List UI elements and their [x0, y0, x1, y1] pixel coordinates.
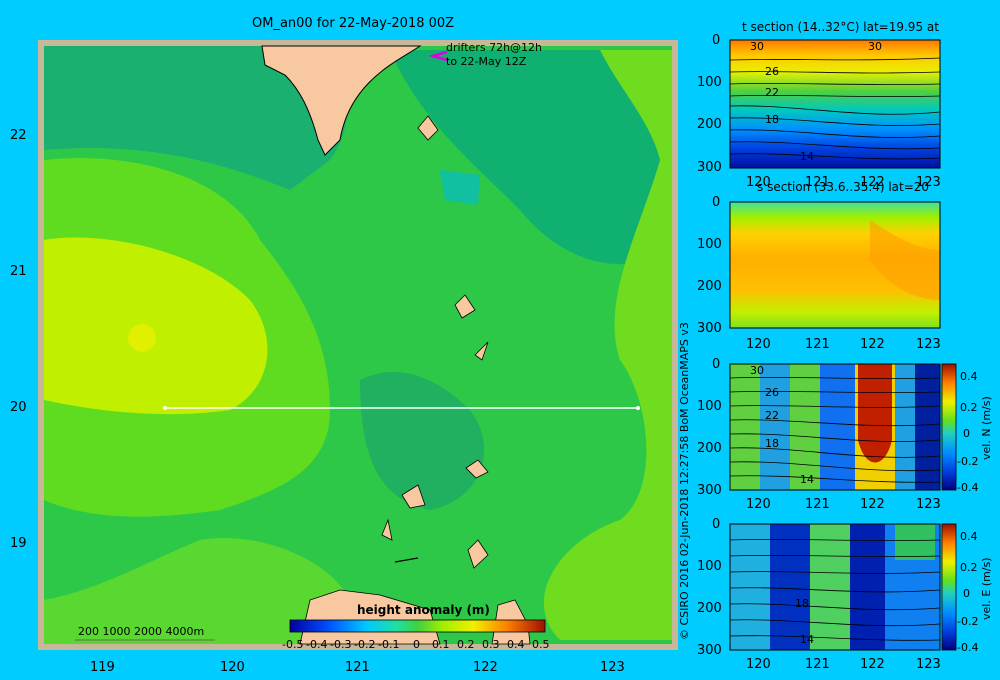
section-lon-tick: 120: [746, 175, 771, 190]
depth-tick: 200: [697, 117, 722, 132]
vel-tick: 0.2: [960, 401, 978, 414]
colorbar-tick: 0.1: [432, 638, 450, 651]
lat-tick: 20: [10, 400, 27, 415]
vel-e-label: vel. E (m/s): [980, 557, 993, 620]
section-lon-tick: 123: [916, 657, 941, 672]
depth-tick: 0: [712, 357, 721, 372]
depth-tick: 0: [712, 195, 721, 210]
map-title: OM_an00 for 22-May-2018 00Z: [252, 16, 455, 31]
t-contour-label: 30: [750, 40, 764, 53]
colorbar-tick: 0: [413, 638, 420, 651]
t-contour-label: 18: [765, 113, 779, 126]
colorbar-tick: -0.4: [306, 638, 328, 651]
depth-tick: 100: [697, 237, 722, 252]
section-lon-tick: 120: [746, 497, 771, 512]
section-start-marker: [163, 406, 167, 410]
section-lon-tick: 121: [805, 497, 830, 512]
vel-tick: -0.4: [957, 481, 979, 494]
depth-tick: 300: [697, 160, 722, 175]
depth-tick: 100: [697, 559, 722, 574]
section-lon-tick: 121: [805, 657, 830, 672]
section-lon-tick: 123: [916, 337, 941, 352]
colorbar: [289, 619, 546, 633]
lon-tick: 123: [600, 660, 625, 675]
lon-tick: 122: [473, 660, 498, 675]
t-section-panel: [729, 39, 941, 169]
vn-section-panel: [729, 363, 957, 491]
vn-contour-label: 30: [750, 364, 764, 377]
lon-tick: 120: [220, 660, 245, 675]
ve-contour-label: 14: [800, 633, 814, 646]
s-section-title: s section (33.6..35.4) lat=20: [757, 180, 930, 194]
section-lon-tick: 123: [916, 175, 941, 190]
lon-tick: 121: [345, 660, 370, 675]
t-contour-label: 30: [868, 40, 882, 53]
colorbar-tick: -0.1: [378, 638, 400, 651]
depth-tick: 100: [697, 75, 722, 90]
depth-tick: 300: [697, 643, 722, 658]
vel-tick: 0.2: [960, 561, 978, 574]
depth-tick: 0: [712, 33, 721, 48]
colorbar-tick: 0.3: [482, 638, 500, 651]
map-field: [44, 45, 672, 645]
section-lon-tick: 121: [805, 175, 830, 190]
section-lon-tick: 121: [805, 337, 830, 352]
ve-section-panel: [729, 523, 957, 651]
vel-tick: 0: [963, 587, 970, 600]
depth-tick: 200: [697, 441, 722, 456]
lon-tick: 119: [90, 660, 115, 675]
section-end-marker: [636, 406, 640, 410]
colorbar-tick: 0.4: [507, 638, 525, 651]
vel-tick: -0.2: [957, 615, 979, 628]
colorbar-tick: 0.2: [457, 638, 475, 651]
section-lon-tick: 122: [860, 337, 885, 352]
section-lon-tick: 122: [860, 657, 885, 672]
section-lon-tick: 120: [746, 657, 771, 672]
colorbar-tick: 0.5: [532, 638, 550, 651]
vn-contour-label: 26: [765, 386, 779, 399]
vel-tick: 0: [963, 427, 970, 440]
section-lon-tick: 122: [860, 175, 885, 190]
t-contour-label: 14: [800, 150, 814, 163]
vn-contour-label: 18: [765, 437, 779, 450]
lat-tick: 21: [10, 264, 27, 279]
drifters-label-1: drifters 72h@12h: [446, 41, 543, 54]
vel-n-label: vel. N (m/s): [980, 396, 993, 460]
section-lon-tick: 122: [860, 497, 885, 512]
t-contour-label: 26: [765, 65, 779, 78]
drifter-arrow-icon: [428, 50, 448, 62]
vn-contour-label: 22: [765, 409, 779, 422]
vel-tick: 0.4: [960, 370, 978, 383]
vel-tick: -0.2: [957, 455, 979, 468]
lat-tick: 22: [10, 128, 27, 143]
depth-tick: 300: [697, 483, 722, 498]
vel-tick: 0.4: [960, 530, 978, 543]
vel-tick: -0.4: [957, 641, 979, 654]
depth-tick: 200: [697, 601, 722, 616]
s-section-panel: [729, 201, 941, 329]
depth-tick: 100: [697, 399, 722, 414]
colorbar-title: height anomaly (m): [357, 603, 490, 617]
ve-contour-label: 18: [795, 597, 809, 610]
colorbar-tick: -0.5: [282, 638, 304, 651]
credit-text: © CSIRO 2016 02-Jun-2018 12:27:58 BoM Oc…: [678, 322, 691, 640]
t-contour-label: 22: [765, 86, 779, 99]
vn-contour-label: 14: [800, 473, 814, 486]
section-lon-tick: 123: [916, 497, 941, 512]
section-lon-tick: 120: [746, 337, 771, 352]
depth-legend: 200 1000 2000 4000m: [78, 625, 205, 638]
drifters-label-2: to 22-May 12Z: [446, 55, 527, 68]
t-section-title: t section (14..32°C) lat=19.95 at: [742, 20, 939, 34]
depth-tick: 300: [697, 321, 722, 336]
colorbar-tick: -0.2: [354, 638, 376, 651]
colorbar-tick: -0.3: [330, 638, 352, 651]
depth-tick: 0: [712, 517, 721, 532]
lat-tick: 19: [10, 536, 27, 551]
depth-tick: 200: [697, 279, 722, 294]
